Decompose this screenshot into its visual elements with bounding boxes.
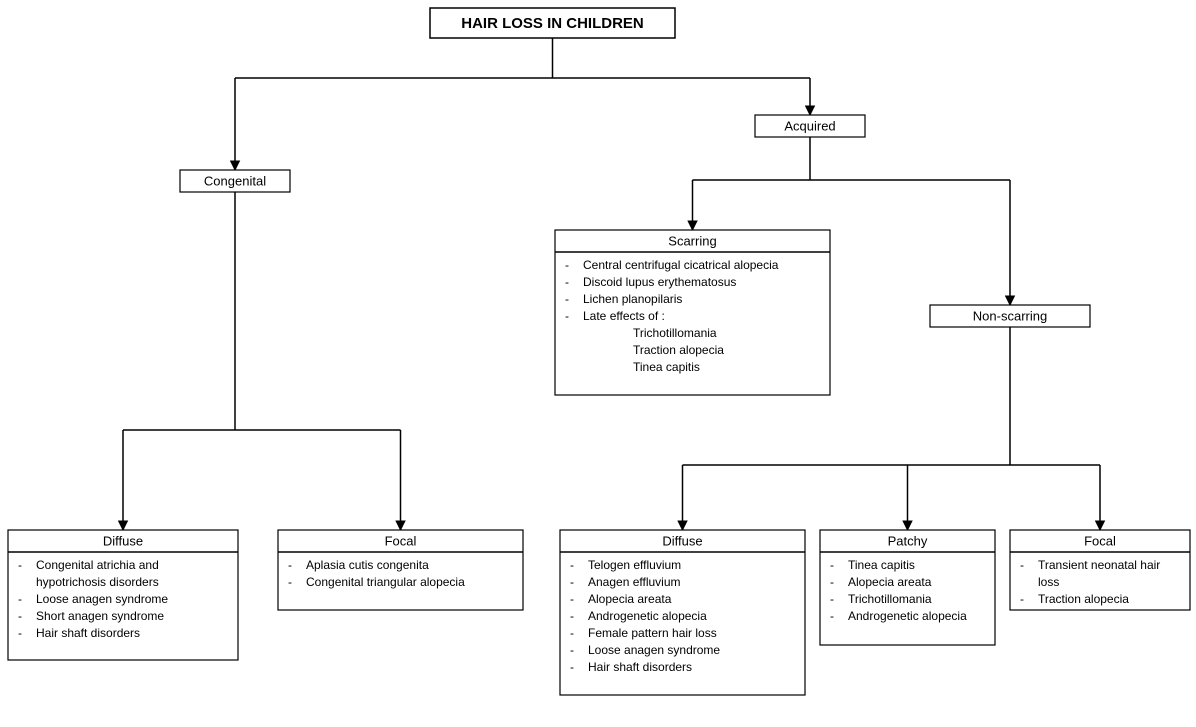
node-cong_diffuse: Diffuse-Congenital atrichia andhypotrich… <box>8 530 238 660</box>
svg-text:Androgenetic alopecia: Androgenetic alopecia <box>848 609 967 623</box>
node-congenital: Congenital <box>180 170 290 192</box>
svg-text:Patchy: Patchy <box>888 533 928 548</box>
svg-text:Trichotillomania: Trichotillomania <box>848 592 932 606</box>
svg-text:Loose anagen syndrome: Loose anagen syndrome <box>36 592 168 606</box>
svg-text:Tinea capitis: Tinea capitis <box>848 558 915 572</box>
svg-text:-: - <box>830 592 834 606</box>
svg-text:Loose anagen syndrome: Loose anagen syndrome <box>588 643 720 657</box>
svg-text:Central centrifugal cicatrical: Central centrifugal cicatrical alopecia <box>583 258 779 272</box>
svg-text:Alopecia areata: Alopecia areata <box>848 575 932 589</box>
svg-text:-: - <box>830 575 834 589</box>
svg-text:-: - <box>288 558 292 572</box>
svg-text:-: - <box>830 609 834 623</box>
svg-text:Tinea capitis: Tinea capitis <box>633 360 700 374</box>
svg-text:Transient neonatal hair: Transient neonatal hair <box>1038 558 1160 572</box>
node-cong_focal: Focal -Aplasia cutis congenita-Congenital… <box>278 530 523 610</box>
svg-text:Alopecia areata: Alopecia areata <box>588 592 672 606</box>
svg-text:-: - <box>18 558 22 572</box>
svg-text:-: - <box>570 558 574 572</box>
svg-text:-: - <box>18 609 22 623</box>
svg-text:-: - <box>570 609 574 623</box>
svg-text:Aplasia cutis congenita: Aplasia cutis congenita <box>306 558 429 572</box>
svg-text:Hair shaft disorders: Hair shaft disorders <box>36 626 140 640</box>
svg-text:Telogen effluvium: Telogen effluvium <box>588 558 681 572</box>
svg-text:Trichotillomania: Trichotillomania <box>633 326 717 340</box>
node-ns_patchy: Patchy-Tinea capitis-Alopecia areata-Tri… <box>820 530 995 645</box>
svg-text:Late effects of :: Late effects of : <box>583 309 665 323</box>
svg-text:-: - <box>570 660 574 674</box>
svg-text:Congenital triangular alopecia: Congenital triangular alopecia <box>306 575 465 589</box>
svg-text:Acquired: Acquired <box>784 118 835 133</box>
svg-text:-: - <box>18 626 22 640</box>
svg-text:hypotrichosis disorders: hypotrichosis disorders <box>36 575 159 589</box>
svg-text:Non-scarring: Non-scarring <box>973 308 1047 323</box>
svg-text:-: - <box>565 292 569 306</box>
svg-text:Discoid lupus erythematosus: Discoid lupus erythematosus <box>583 275 736 289</box>
svg-text:loss: loss <box>1038 575 1059 589</box>
svg-text:-: - <box>18 592 22 606</box>
svg-text:Hair shaft disorders: Hair shaft disorders <box>588 660 692 674</box>
svg-text:Scarring: Scarring <box>668 233 716 248</box>
node-ns_diffuse: Diffuse-Telogen effluvium-Anagen effluvi… <box>560 530 805 695</box>
svg-text:Diffuse: Diffuse <box>662 533 702 548</box>
svg-text:Female pattern hair loss: Female pattern hair loss <box>588 626 717 640</box>
svg-text:Anagen effluvium: Anagen effluvium <box>588 575 681 589</box>
svg-text:-: - <box>565 258 569 272</box>
svg-text:-: - <box>830 558 834 572</box>
svg-text:HAIR LOSS IN CHILDREN: HAIR LOSS IN CHILDREN <box>461 15 644 32</box>
node-root: HAIR LOSS IN CHILDREN <box>430 8 675 38</box>
node-scarring: Scarring-Central centrifugal cicatrical … <box>555 230 830 395</box>
node-acquired: Acquired <box>755 115 865 137</box>
svg-text:Congenital: Congenital <box>204 173 266 188</box>
node-nonscarring: Non-scarring <box>930 305 1090 327</box>
svg-text:-: - <box>565 275 569 289</box>
svg-text:Focal: Focal <box>385 533 417 548</box>
svg-text:Traction alopecia: Traction alopecia <box>1038 592 1129 606</box>
svg-text:-: - <box>1020 558 1024 572</box>
svg-text:-: - <box>570 626 574 640</box>
svg-text:-: - <box>1020 592 1024 606</box>
svg-text:-: - <box>288 575 292 589</box>
svg-text:Lichen planopilaris: Lichen planopilaris <box>583 292 682 306</box>
svg-text:-: - <box>570 575 574 589</box>
svg-text:-: - <box>570 592 574 606</box>
svg-text:-: - <box>570 643 574 657</box>
svg-text:Diffuse: Diffuse <box>103 533 143 548</box>
svg-text:-: - <box>565 309 569 323</box>
svg-text:Androgenetic alopecia: Androgenetic alopecia <box>588 609 707 623</box>
flowchart-canvas: HAIR LOSS IN CHILDREN Congenital Acquired S… <box>0 0 1196 727</box>
node-ns_focal: Focal-Transient neonatal hairloss-Tracti… <box>1010 530 1190 610</box>
svg-text:Traction alopecia: Traction alopecia <box>633 343 724 357</box>
svg-text:Short anagen syndrome: Short anagen syndrome <box>36 609 164 623</box>
svg-text:Focal: Focal <box>1084 533 1116 548</box>
svg-text:Congenital atrichia and: Congenital atrichia and <box>36 558 159 572</box>
